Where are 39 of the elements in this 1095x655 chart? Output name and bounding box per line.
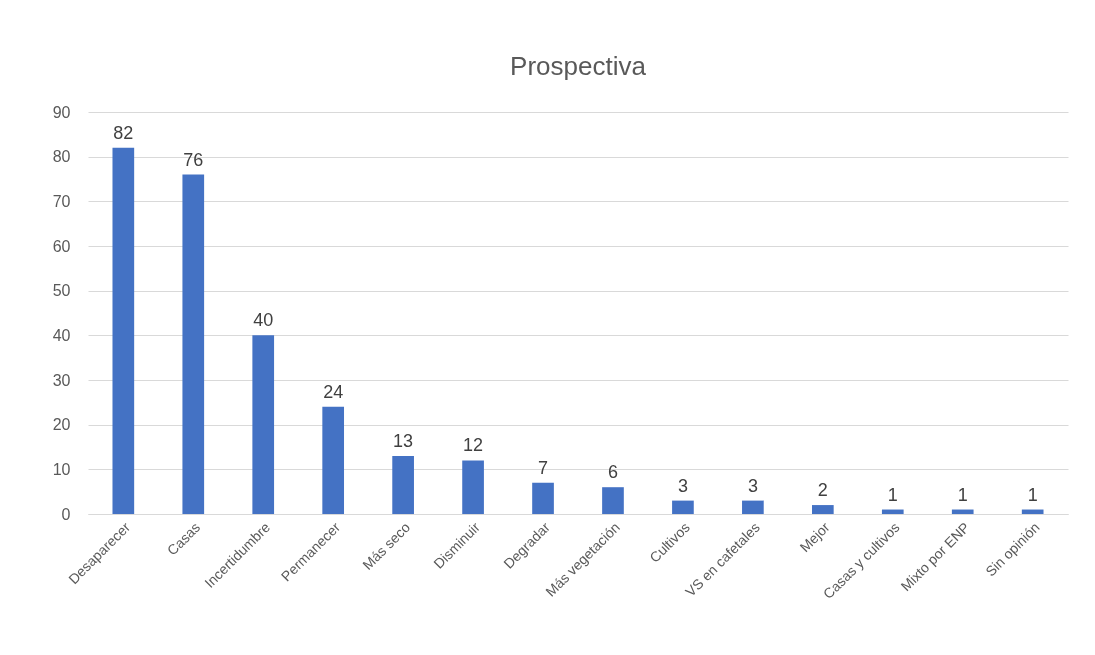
y-tick-label: 70 [52,192,71,210]
data-label: 24 [323,381,344,402]
data-label: 7 [538,457,549,478]
bar [672,500,694,514]
y-tick-label: 40 [52,326,71,344]
data-label: 12 [463,435,484,456]
bar [742,500,764,514]
y-tick-label: 60 [52,237,71,255]
y-tick-label: 30 [52,371,71,389]
bar [881,509,904,514]
data-label: 6 [607,462,618,483]
y-tick-label: 80 [52,148,71,166]
y-tick-label: 50 [52,282,71,300]
bar [951,509,974,514]
data-label: 82 [113,122,134,143]
y-tick-label: 10 [52,460,71,478]
bar [602,487,624,514]
data-label: 1 [1027,484,1038,505]
bar [462,460,484,514]
data-label: 2 [817,480,828,501]
data-label: 13 [393,430,414,451]
y-tick-label: 20 [52,416,71,434]
data-label: 3 [747,475,758,496]
bar [811,505,834,514]
y-tick-label: 0 [61,505,71,523]
data-label: 40 [253,310,274,331]
bar [532,482,554,514]
data-label: 3 [677,475,688,496]
bar [392,455,414,514]
bar [112,147,135,514]
chart-title: Prospectiva [510,51,647,81]
bar [1021,509,1044,514]
data-label: 76 [183,149,204,170]
data-label: 1 [957,484,968,505]
bar [322,406,345,514]
bar [182,174,205,514]
y-tick-label: 90 [52,103,71,121]
bar [252,335,275,514]
data-label: 1 [887,484,898,505]
